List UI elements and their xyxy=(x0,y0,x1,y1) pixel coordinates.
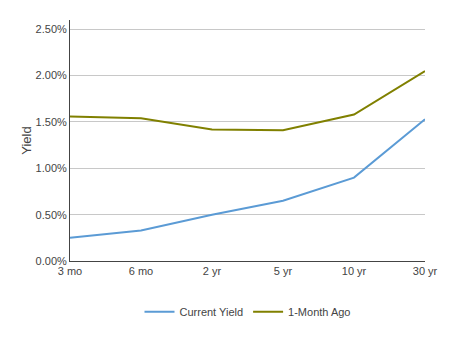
svg-text:0.00%: 0.00% xyxy=(36,255,67,267)
svg-text:0.50%: 0.50% xyxy=(36,209,67,221)
svg-text:1.00%: 1.00% xyxy=(36,162,67,174)
svg-text:5 yr: 5 yr xyxy=(274,265,293,277)
svg-text:Current Yield: Current Yield xyxy=(180,306,244,318)
svg-text:10 yr: 10 yr xyxy=(342,265,367,277)
svg-text:Yield: Yield xyxy=(19,126,34,154)
svg-text:1.50%: 1.50% xyxy=(36,116,67,128)
svg-text:30 yr: 30 yr xyxy=(413,265,438,277)
svg-text:2.50%: 2.50% xyxy=(36,23,67,35)
svg-text:2 yr: 2 yr xyxy=(203,265,222,277)
svg-text:6 mo: 6 mo xyxy=(129,265,153,277)
svg-text:2.00%: 2.00% xyxy=(36,69,67,81)
svg-text:3 mo: 3 mo xyxy=(58,265,82,277)
svg-text:1-Month Ago: 1-Month Ago xyxy=(288,306,350,318)
